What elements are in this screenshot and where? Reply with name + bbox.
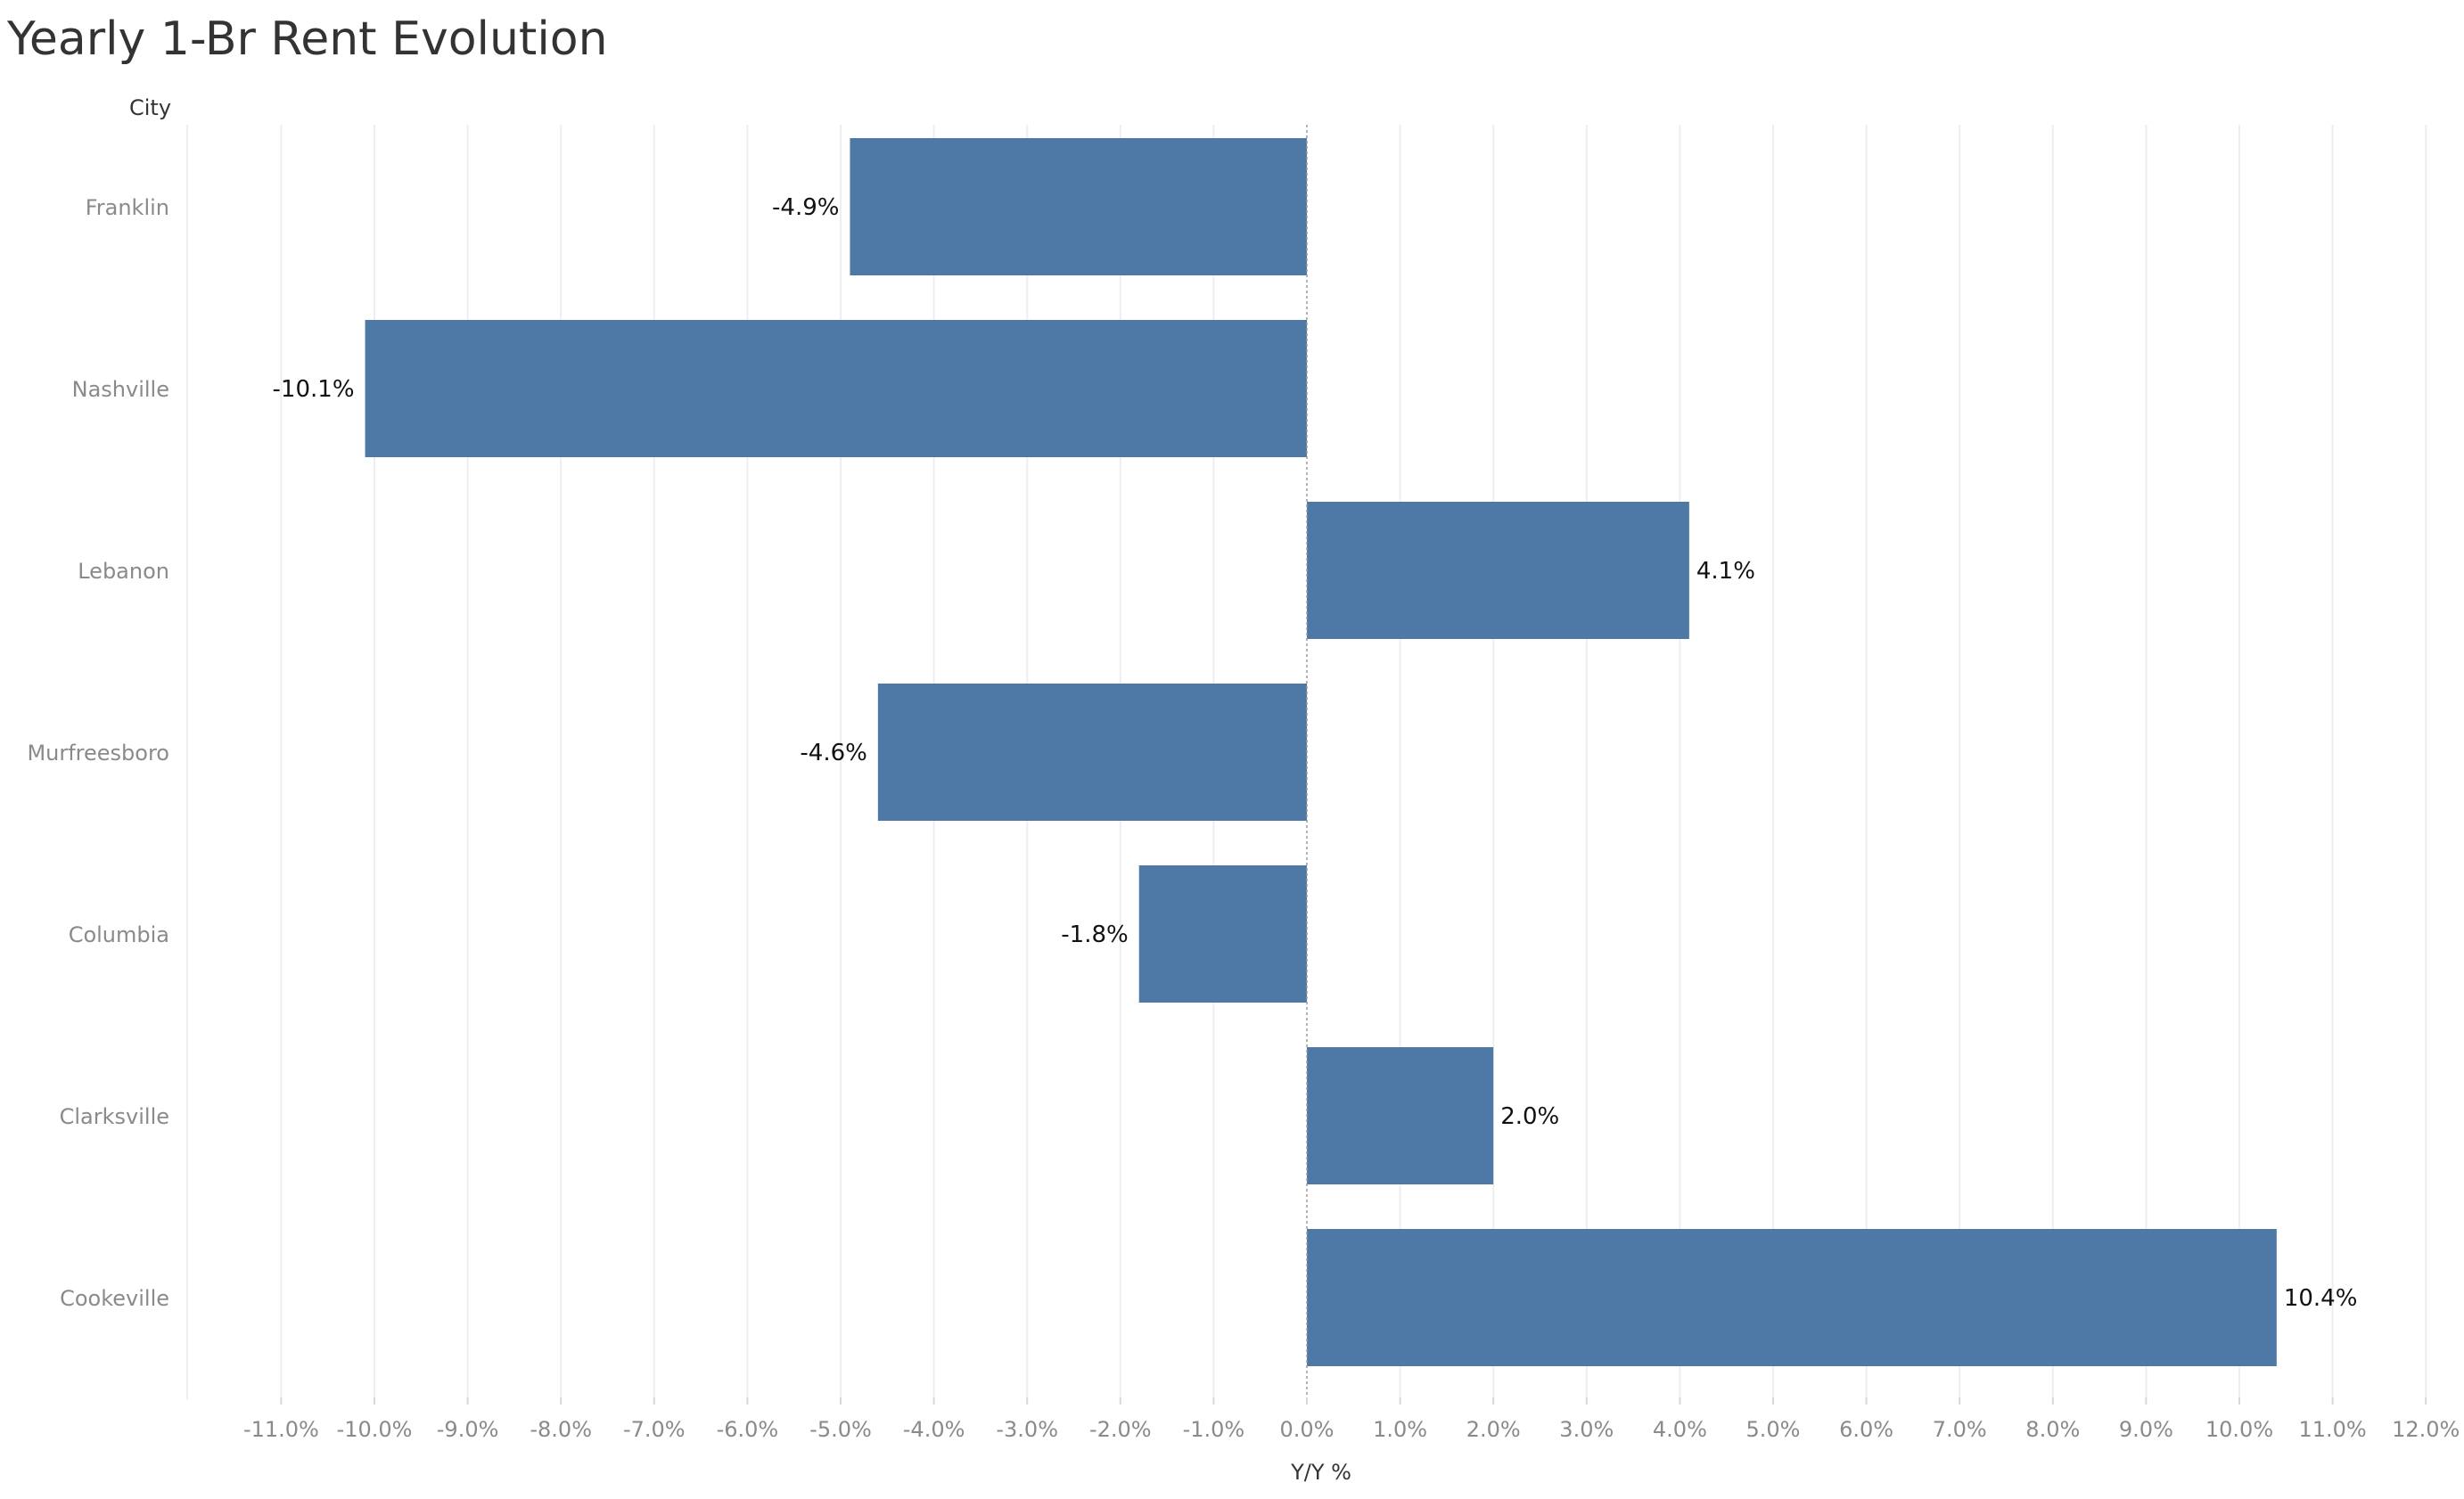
- x-tick-label: 6.0%: [1839, 1417, 1893, 1442]
- category-label: Lebanon: [78, 559, 169, 584]
- data-label: -4.9%: [772, 194, 839, 221]
- value-axis-title: Y/Y %: [1290, 1460, 1351, 1485]
- x-tick-label: 8.0%: [2025, 1417, 2080, 1442]
- data-label: 2.0%: [1500, 1103, 1559, 1130]
- bar: [365, 320, 1307, 457]
- x-tick-label: -6.0%: [717, 1417, 779, 1442]
- x-tick-labels: -11.0% -10.0% -9.0% -8.0% -7.0% -6.0% -5.0% -4.…: [243, 1417, 2460, 1442]
- category-label: Cookeville: [60, 1286, 169, 1311]
- data-label: 4.1%: [1696, 558, 1755, 585]
- bar: [1307, 1229, 2277, 1366]
- x-tick-label: 11.0%: [2298, 1417, 2366, 1442]
- x-tick-label: 3.0%: [1559, 1417, 1614, 1442]
- x-tick-label: -4.0%: [903, 1417, 965, 1442]
- x-tick-label: 12.0%: [2392, 1417, 2460, 1442]
- category-label: Nashville: [72, 377, 169, 402]
- x-tick-label: 10.0%: [2205, 1417, 2273, 1442]
- category-axis-title: City: [129, 95, 171, 120]
- x-tick-label: 9.0%: [2119, 1417, 2173, 1442]
- category-label: Murfreesboro: [27, 741, 169, 766]
- x-tick-label: -9.0%: [437, 1417, 499, 1442]
- x-tick-label: -8.0%: [530, 1417, 592, 1442]
- category-label: Columbia: [69, 922, 169, 947]
- x-tick-label: -7.0%: [623, 1417, 686, 1442]
- category-label: Franklin: [86, 195, 169, 220]
- bars: [365, 138, 2277, 1366]
- x-tick-label: -5.0%: [809, 1417, 872, 1442]
- bar: [1307, 502, 1689, 639]
- x-tick-label: -3.0%: [996, 1417, 1058, 1442]
- x-tick-label: 7.0%: [1933, 1417, 1987, 1442]
- x-tick-label: -11.0%: [243, 1417, 319, 1442]
- bar: [877, 684, 1307, 821]
- x-tick-label: 2.0%: [1466, 1417, 1521, 1442]
- x-tick-label: 5.0%: [1746, 1417, 1801, 1442]
- bar: [850, 138, 1307, 275]
- data-label: -10.1%: [273, 376, 355, 403]
- x-tick-label: -1.0%: [1183, 1417, 1245, 1442]
- x-tick-label: 1.0%: [1373, 1417, 1427, 1442]
- x-tick-label: -10.0%: [337, 1417, 413, 1442]
- category-labels: Franklin Nashville Lebanon Murfreesboro Colu…: [27, 195, 169, 1311]
- data-label: 10.4%: [2284, 1285, 2358, 1312]
- data-labels: -4.9% -10.1% 4.1% -4.6% -1.8% 2.0% 10.4%: [273, 194, 2358, 1312]
- x-tick-label: 4.0%: [1653, 1417, 1707, 1442]
- data-label: -1.8%: [1061, 922, 1128, 948]
- bar: [1138, 865, 1307, 1003]
- data-label: -4.6%: [800, 740, 867, 766]
- category-label: Clarksville: [60, 1104, 169, 1129]
- chart-title: Yearly 1-Br Rent Evolution: [7, 12, 608, 66]
- x-tick-label: 0.0%: [1280, 1417, 1335, 1442]
- x-tick-label: -2.0%: [1089, 1417, 1152, 1442]
- bar: [1307, 1047, 1494, 1184]
